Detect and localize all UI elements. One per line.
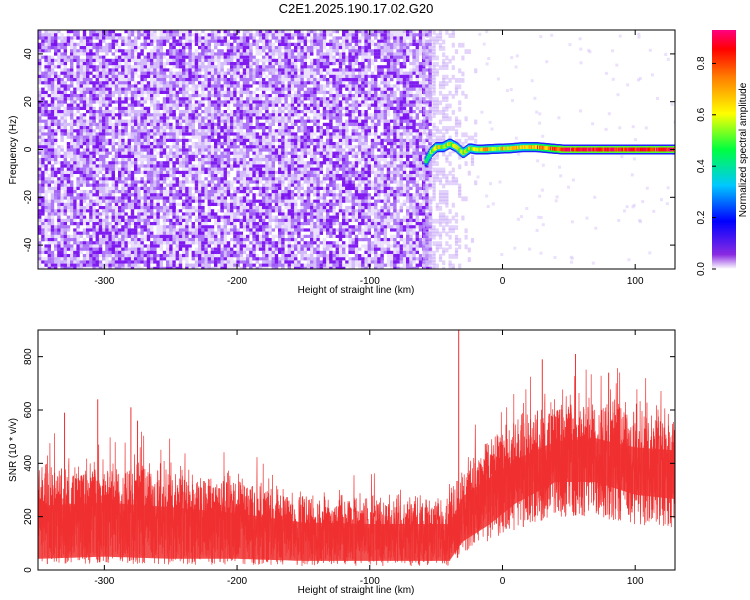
colorbar-ticks: 0.0 0.2 0.4 0.6 0.8: [696, 56, 716, 276]
x-tick-label: -200: [227, 276, 247, 287]
colorbar-gradient: [712, 30, 736, 269]
colorbar-tick-label: 0.8: [696, 56, 707, 70]
spectrogram-plot-area: [38, 30, 675, 269]
x-tick-label: -300: [94, 276, 114, 287]
colorbar-tick-label: 0.2: [696, 210, 707, 224]
x-tick-label: 0: [500, 276, 506, 287]
snr-x-ticks: -300 -200 -100 0 100: [94, 330, 644, 587]
snr-frame: [37, 329, 676, 571]
spectrogram-sparse-field: [422, 30, 675, 269]
y-tick-label: -40: [23, 237, 34, 252]
snr-y-ticks: 0 200 400 600 800: [23, 348, 675, 573]
colorbar-tick-label: 0.0: [696, 262, 707, 276]
spectrogram-signal-track: [424, 138, 675, 167]
snr-y-axis-label: SNR (10 * v/v): [8, 418, 19, 482]
colorbar-label: Normalized spectral amplitude: [738, 82, 749, 217]
colorbar-tick-label: 0.6: [696, 107, 707, 121]
x-tick-label: -300: [94, 576, 114, 587]
y-tick-label: 800: [23, 348, 34, 365]
y-tick-label: 0: [23, 567, 34, 573]
y-tick-label: 200: [23, 508, 34, 525]
spectrogram-y-axis-label: Frequency (Hz): [8, 116, 19, 185]
y-tick-label: 400: [23, 455, 34, 472]
spectrogram-x-axis-label: Height of straight line (km): [298, 285, 415, 296]
y-tick-label: 0: [23, 146, 34, 152]
colorbar: 0.0 0.2 0.4 0.6 0.8 Normalized spectral ampl…: [696, 30, 749, 276]
x-tick-label: -200: [227, 576, 247, 587]
x-tick-label: 100: [627, 276, 644, 287]
snr-density-band: [38, 438, 675, 561]
chart-title: C2E1.2025.190.17.02.G20: [279, 1, 434, 16]
x-tick-label: 0: [500, 576, 506, 587]
spectrogram-y-ticks: -40 -20 0 20 40: [23, 48, 675, 252]
snr-panel: -300 -200 -100 0 100 0 200 400 600 800 Height of…: [8, 329, 676, 596]
x-tick-label: -100: [360, 276, 380, 287]
y-tick-label: 40: [23, 48, 34, 60]
y-tick-label: 20: [23, 96, 34, 108]
y-tick-label: -20: [23, 190, 34, 205]
spectrogram-x-ticks: -300 -200 -100 0 100: [94, 30, 644, 287]
snr-x-axis-label: Height of straight line (km): [298, 585, 415, 596]
snr-plot-area: [38, 330, 675, 567]
x-tick-label: -100: [360, 576, 380, 587]
spectrogram-noise-field: [38, 30, 432, 269]
colorbar-tick-label: 0.4: [696, 159, 707, 173]
x-tick-label: 100: [627, 576, 644, 587]
y-tick-label: 600: [23, 401, 34, 418]
